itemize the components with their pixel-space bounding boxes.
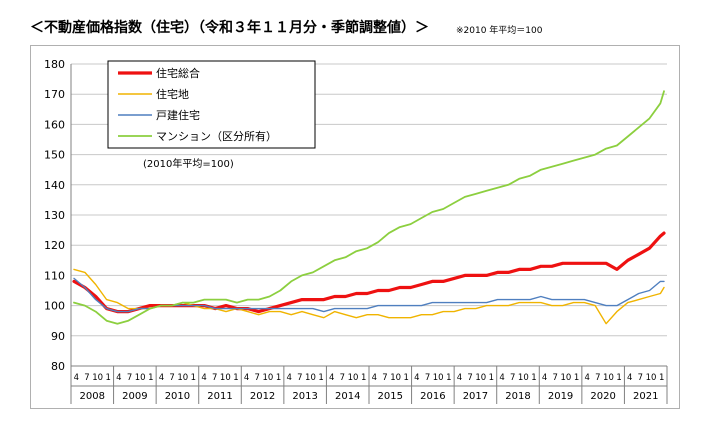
chart-frame: 80 90 100 110 120 130 140 150 160 170 180 4 7 10 1 200… xyxy=(30,45,680,409)
series-lines xyxy=(72,90,666,325)
x-tick-label: 4 xyxy=(159,373,164,383)
x-tick-label: 1 xyxy=(276,373,281,383)
y-tick-label: 80 xyxy=(51,360,65,373)
year-label: 2013 xyxy=(292,391,317,402)
x-tick-label: 1 xyxy=(489,373,494,383)
x-tick-label: 1 xyxy=(446,373,451,383)
x-tick-label: 10 xyxy=(390,373,401,383)
y-tick-label: 160 xyxy=(44,118,65,131)
x-tick-label: 1 xyxy=(191,373,196,383)
x-tick-label: 7 xyxy=(467,373,472,383)
year-label: 2015 xyxy=(378,391,403,402)
x-tick-label: 7 xyxy=(510,373,515,383)
x-tick-label: 1 xyxy=(531,373,536,383)
year-label: 2021 xyxy=(633,391,658,402)
x-tick-label: 4 xyxy=(329,373,334,383)
x-tick-label: 7 xyxy=(255,373,260,383)
year-label: 2010 xyxy=(165,391,190,402)
x-tick-label: 1 xyxy=(659,373,664,383)
y-tick-label: 180 xyxy=(44,58,65,71)
x-tick-label: 4 xyxy=(372,373,377,383)
x-tick-label: 7 xyxy=(297,373,302,383)
legend-box xyxy=(107,60,316,149)
x-tick-label: 10 xyxy=(177,373,188,383)
year-label: 2012 xyxy=(250,391,275,402)
x-tick-label: 10 xyxy=(262,373,273,383)
x-tick-label: 4 xyxy=(542,373,547,383)
year-label: 2018 xyxy=(505,391,530,402)
year-label: 2008 xyxy=(80,391,105,402)
x-tick-label: 4 xyxy=(286,373,291,383)
y-tick-label: 110 xyxy=(44,269,65,282)
y-tick-label: 90 xyxy=(51,330,65,343)
year-label: 2020 xyxy=(590,391,615,402)
base-year-note: ※2010 年平均＝100 xyxy=(456,26,543,36)
x-tick-label: 7 xyxy=(212,373,217,383)
y-tick-label: 100 xyxy=(44,300,65,313)
x-tick-label: 10 xyxy=(475,373,486,383)
x-tick-label: 10 xyxy=(135,373,146,383)
x-tick-label: 7 xyxy=(425,373,430,383)
y-tick-label: 140 xyxy=(44,179,65,192)
y-tick-label: 170 xyxy=(44,88,65,101)
x-tick-label: 7 xyxy=(553,373,558,383)
x-tick-label: 7 xyxy=(340,373,345,383)
x-tick-label: 4 xyxy=(244,373,249,383)
x-tick-label: 10 xyxy=(518,373,529,383)
chart-annotation: (2010年平均=100) xyxy=(143,157,234,170)
x-tick-label: 7 xyxy=(595,373,600,383)
x-tick-label: 10 xyxy=(305,373,316,383)
x-tick-label: 1 xyxy=(148,373,153,383)
x-tick-label: 7 xyxy=(638,373,643,383)
year-label: 2017 xyxy=(463,391,488,402)
year-label: 2019 xyxy=(548,391,573,402)
x-tick-label: 1 xyxy=(233,373,238,383)
y-axis: 80 90 100 110 120 130 140 150 160 170 180 xyxy=(44,58,72,373)
x-tick-label: 4 xyxy=(201,373,206,383)
series-line xyxy=(73,90,665,325)
series-line xyxy=(73,268,665,325)
x-tick-label: 10 xyxy=(433,373,444,383)
x-tick-label: 1 xyxy=(404,373,409,383)
x-tick-label: 10 xyxy=(92,373,103,383)
x-tick-label: 10 xyxy=(560,373,571,383)
x-tick-label: 4 xyxy=(499,373,504,383)
year-label: 2011 xyxy=(207,391,232,402)
y-tick-label: 150 xyxy=(44,149,65,162)
y-tick-label: 130 xyxy=(44,209,65,222)
x-tick-label: 1 xyxy=(574,373,579,383)
x-tick-label: 7 xyxy=(84,373,89,383)
x-tick-label: 7 xyxy=(382,373,387,383)
x-tick-label: 1 xyxy=(106,373,111,383)
x-tick-label: 1 xyxy=(361,373,366,383)
x-tick-label: 1 xyxy=(318,373,323,383)
year-label: 2009 xyxy=(122,391,147,402)
x-tick-label: 4 xyxy=(74,373,79,383)
x-tick-label: 10 xyxy=(603,373,614,383)
x-tick-label: 4 xyxy=(584,373,589,383)
page-title: ＜不動産価格指数（住宅）（令和３年１１月分・季節調整値）＞ xyxy=(30,20,429,36)
year-label: 2016 xyxy=(420,391,445,402)
year-label: 2014 xyxy=(335,391,360,402)
x-tick-label: 4 xyxy=(116,373,121,383)
x-tick-label: 7 xyxy=(127,373,132,383)
x-tick-label: 4 xyxy=(457,373,462,383)
x-tick-label: 10 xyxy=(220,373,231,383)
legend-label: 戸建住宅 xyxy=(156,108,200,122)
legend-label: 住宅地 xyxy=(156,87,189,101)
y-tick-label: 120 xyxy=(44,239,65,252)
x-tick-label: 1 xyxy=(616,373,621,383)
x-tick-label: 4 xyxy=(627,373,632,383)
legend-label: 住宅総合 xyxy=(156,66,200,80)
x-tick-label: 10 xyxy=(646,373,657,383)
x-tick-label: 4 xyxy=(414,373,419,383)
x-tick-label: 10 xyxy=(348,373,359,383)
legend-label: マンション（区分所有） xyxy=(156,129,277,143)
x-tick-label: 7 xyxy=(169,373,174,383)
